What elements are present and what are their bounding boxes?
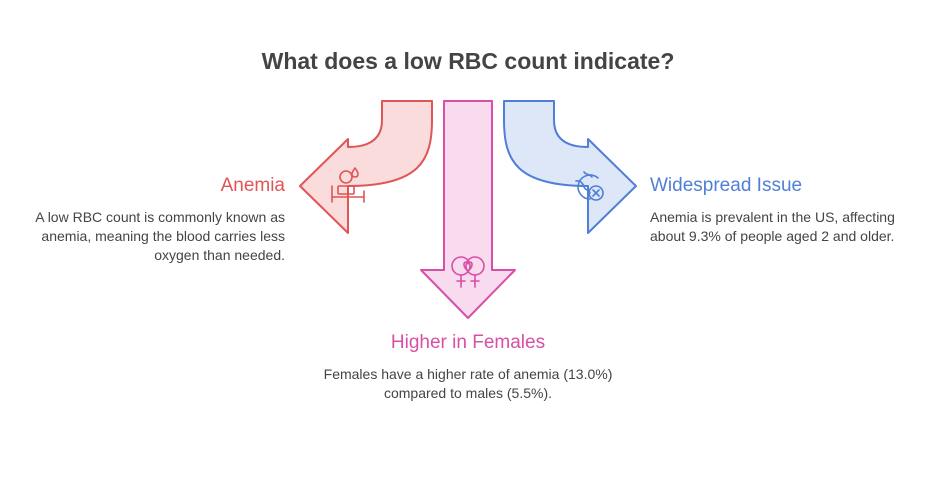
page-title: What does a low RBC count indicate? <box>261 48 675 74</box>
widespread-description: Anemia is prevalent in the US, affecting… <box>650 209 895 244</box>
females-arrow <box>420 100 516 319</box>
widespread-arrow <box>503 100 637 234</box>
female-symbols-heart-icon <box>451 256 485 288</box>
globe-x-icon <box>575 171 604 201</box>
widespread-heading: Widespread Issue <box>650 175 803 196</box>
anemia-heading: Anemia <box>220 175 285 196</box>
patient-bed-icon <box>331 167 365 203</box>
females-heading: Higher in Females <box>390 332 546 353</box>
anemia-arrow <box>299 100 433 234</box>
anemia-description: A low RBC count is commonly known as ane… <box>35 209 285 263</box>
females-description: Females have a higher rate of anemia (13… <box>323 366 613 401</box>
